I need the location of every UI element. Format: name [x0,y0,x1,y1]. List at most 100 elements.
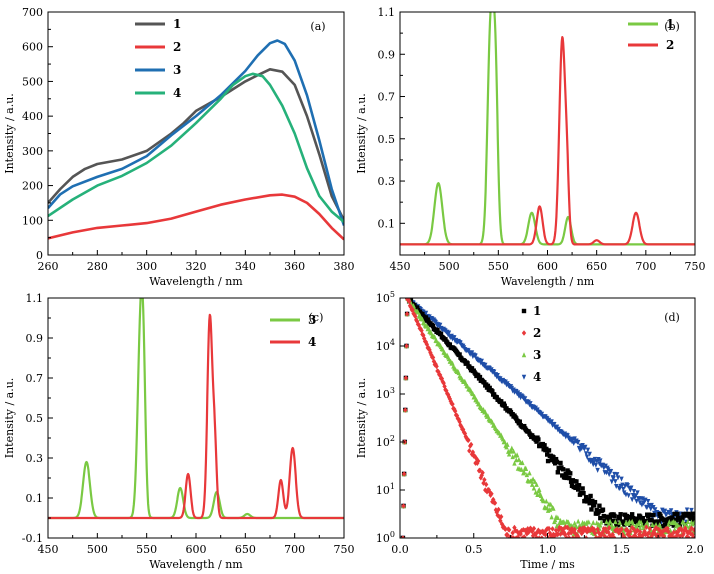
data-point [631,526,637,533]
data-point [434,363,439,370]
data-point [522,396,528,402]
data-point [580,486,585,491]
data-point [650,521,655,527]
data-point [524,472,530,478]
data-point [541,498,546,504]
data-point [403,375,409,381]
data-point [482,477,487,483]
data-point [666,522,671,528]
data-point [691,527,695,533]
y-tick-label: 0.1 [378,217,396,230]
data-point [527,470,532,476]
data-point [596,509,601,515]
panel-c-emission-chart: 450 500 550 600 650 700 750 -0.1 0.1 0.3 0.5 0.7 0.9… [3,292,355,571]
data-point [502,439,507,445]
data-point [576,527,582,534]
data-point [691,534,695,538]
y-tick-label: 0.3 [26,452,44,465]
x-tick-label: 500 [439,260,460,273]
data-point [614,483,619,489]
data-point [685,518,691,524]
x-tick-label: 320 [186,260,207,273]
data-point [425,317,430,322]
data-point [432,334,438,340]
data-point [524,530,530,537]
data-point [531,485,537,491]
data-point [635,490,640,496]
data-point [634,498,639,504]
series-2 [400,298,695,538]
data-point [575,487,581,492]
data-point [555,515,561,521]
legend-label: 4 [308,335,316,349]
data-point [575,518,581,524]
data-point [626,493,631,499]
data-point [587,500,592,506]
data-point [492,500,498,506]
data-point [604,519,609,525]
data-point [607,518,613,524]
data-point [603,518,608,523]
data-point [621,486,626,492]
data-point [687,528,692,535]
series-line-4 [48,313,344,520]
series-line-2 [48,193,344,241]
data-point [652,527,657,534]
data-point [648,513,653,518]
data-point [679,518,684,523]
data-point [575,439,581,445]
data-point [504,444,509,450]
data-point [475,458,481,464]
data-point [618,512,623,517]
y-tick-exponent: 5 [390,290,395,299]
panel-label: (b) [664,20,680,33]
data-point [662,508,668,514]
data-point [629,485,634,491]
data-point [502,403,507,408]
x-tick-label: 1.0 [539,543,557,556]
data-point [558,460,563,466]
data-point [473,353,478,359]
y-tick-exponent: 1 [390,482,395,491]
data-point [635,527,640,534]
y-tick-label: 600 [22,41,43,54]
data-point [426,325,431,331]
data-point [605,535,610,538]
y-tick-exponent: 4 [390,338,395,347]
data-point [609,479,615,485]
data-point [643,497,648,503]
data-point [675,515,681,521]
legend-marker [521,308,527,314]
data-point [565,524,570,531]
data-point [615,475,621,481]
panel-label: (c) [309,311,324,324]
data-point [566,530,571,537]
series-3 [401,298,695,538]
data-point [637,529,643,535]
data-point [498,517,503,524]
data-point [536,527,541,534]
data-point [534,481,539,487]
data-point [645,519,650,525]
x-tick-label: 550 [488,260,509,273]
data-point [513,527,518,534]
data-point [528,401,533,407]
data-point [630,521,636,527]
legend-marker [521,374,527,380]
data-point [667,510,672,516]
data-point [521,423,527,429]
data-point [633,529,638,536]
y-axis-title: Intensity / a.u. [3,378,16,459]
data-point [542,529,547,536]
data-point [472,393,477,399]
data-point [498,513,504,520]
x-tick-label: 0.0 [391,543,409,556]
data-point [598,519,604,525]
data-point [580,525,585,532]
data-point [690,511,695,516]
data-point [415,309,421,315]
legend-label: 1 [666,17,674,31]
data-point [521,534,527,538]
data-point [452,406,457,412]
data-point [530,532,536,538]
